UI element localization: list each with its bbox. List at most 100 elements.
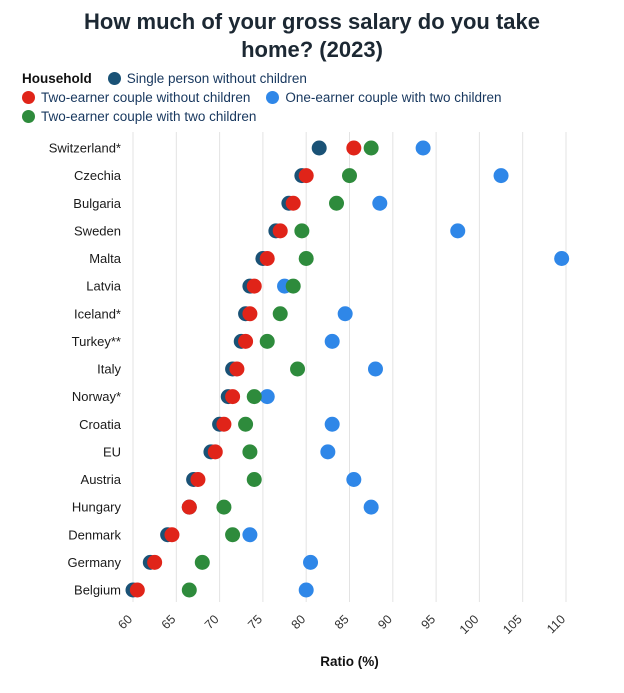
two-earner-two-children-series-dot-icon xyxy=(22,110,35,123)
data-point xyxy=(285,278,301,294)
category-label: Hungary xyxy=(72,500,122,515)
legend-row-1: Household Single person without children xyxy=(22,71,624,86)
legend-label-two-earner-two-children: Two-earner couple with two children xyxy=(41,109,257,124)
category-label: Turkey** xyxy=(72,334,121,349)
category-label: Germany xyxy=(68,555,122,570)
data-point xyxy=(181,499,197,515)
data-point xyxy=(303,554,319,570)
data-point xyxy=(311,140,327,156)
x-tick-label: 100 xyxy=(457,612,482,637)
x-tick-label: 65 xyxy=(159,612,179,632)
x-tick-label: 80 xyxy=(289,612,309,632)
data-point xyxy=(372,195,388,211)
x-tick-label: 105 xyxy=(500,612,525,637)
data-point xyxy=(298,251,314,266)
category-label: Norway* xyxy=(72,389,121,404)
data-point xyxy=(225,389,241,405)
category-label: Malta xyxy=(89,251,122,266)
category-label: EU xyxy=(103,444,121,459)
x-axis-title: Ratio (%) xyxy=(320,654,379,669)
data-point xyxy=(329,195,345,211)
data-point xyxy=(285,195,301,211)
data-point xyxy=(229,361,245,377)
category-label: Iceland* xyxy=(74,306,121,321)
data-point xyxy=(298,168,314,184)
one-earner-two-children-series-dot-icon xyxy=(266,91,280,104)
data-point xyxy=(298,582,314,598)
category-label: Croatia xyxy=(79,417,122,432)
data-point xyxy=(216,416,232,432)
data-point xyxy=(294,223,310,239)
category-label: Austria xyxy=(81,472,122,487)
data-point xyxy=(190,472,206,487)
data-point xyxy=(342,168,357,184)
data-point xyxy=(242,444,258,460)
data-point xyxy=(194,554,210,570)
x-tick-label: 75 xyxy=(245,612,265,632)
data-point xyxy=(415,140,431,156)
data-point xyxy=(320,444,336,460)
data-point xyxy=(272,306,288,322)
data-point xyxy=(238,333,254,349)
legend-label-single-person: Single person without children xyxy=(126,71,307,86)
legend-item-two-earner-no-children[interactable]: Two-earner couple without children xyxy=(22,90,250,105)
data-point xyxy=(259,389,275,405)
x-tick-label: 110 xyxy=(544,612,568,636)
data-point xyxy=(363,140,379,156)
x-tick-label: 70 xyxy=(202,612,222,632)
x-tick-label: 85 xyxy=(332,612,352,632)
data-point xyxy=(290,361,306,377)
chart-title: How much of your gross salary do you tak… xyxy=(84,9,540,62)
single-person-series-dot-icon xyxy=(107,72,121,85)
two-earner-no-children-series-dot-icon xyxy=(22,91,35,104)
data-point xyxy=(450,223,466,239)
data-point xyxy=(324,416,340,432)
legend-label-one-earner-two-children: One-earner couple with two children xyxy=(285,90,502,105)
data-point xyxy=(207,444,223,460)
data-point xyxy=(363,499,379,515)
data-point xyxy=(259,333,275,349)
legend-item-single-person[interactable]: Single person without children xyxy=(107,71,307,86)
legend-row-2: Two-earner couple without children One-e… xyxy=(22,90,624,105)
data-point xyxy=(164,527,180,543)
legend-heading: Household xyxy=(22,71,92,86)
x-tick-label: 95 xyxy=(418,612,438,632)
data-point xyxy=(337,306,353,322)
data-point xyxy=(346,472,362,487)
data-point xyxy=(147,554,163,570)
category-label: Czechia xyxy=(74,168,122,183)
data-point xyxy=(493,168,509,184)
data-point xyxy=(129,582,145,598)
data-point xyxy=(216,499,232,515)
scatter-chart: 60 65 70 75 80 85 90 95 100 105 110 Switzerland* Cze… xyxy=(49,132,570,669)
data-point xyxy=(225,527,241,543)
x-tick-label: 90 xyxy=(375,612,395,632)
category-label: Bulgaria xyxy=(73,196,121,211)
category-label: Latvia xyxy=(86,279,121,294)
data-point xyxy=(242,527,258,543)
legend-row-3: Two-earner couple with two children xyxy=(22,109,624,124)
x-tick-label: 60 xyxy=(115,612,135,632)
legend-item-two-earner-two-children[interactable]: Two-earner couple with two children xyxy=(22,109,256,124)
data-point xyxy=(238,416,254,432)
category-label: Belgium xyxy=(74,583,121,598)
category-label: Switzerland* xyxy=(49,141,121,156)
data-point xyxy=(246,389,262,405)
legend-item-one-earner-two-children[interactable]: One-earner couple with two children xyxy=(266,90,502,105)
data-point xyxy=(259,251,275,266)
category-label: Denmark xyxy=(68,527,121,542)
data-point xyxy=(246,278,262,294)
data-point xyxy=(367,361,383,377)
data-point xyxy=(181,582,197,598)
data-point xyxy=(272,223,288,239)
category-label: Sweden xyxy=(74,223,121,238)
data-point xyxy=(242,306,258,322)
legend: Household Single person without children… xyxy=(22,71,624,124)
legend-label-two-earner-no-children: Two-earner couple without children xyxy=(41,90,251,105)
data-point xyxy=(554,251,570,266)
data-point xyxy=(246,472,262,487)
category-label: Italy xyxy=(97,362,121,377)
data-point xyxy=(324,333,340,349)
data-point xyxy=(346,140,362,156)
